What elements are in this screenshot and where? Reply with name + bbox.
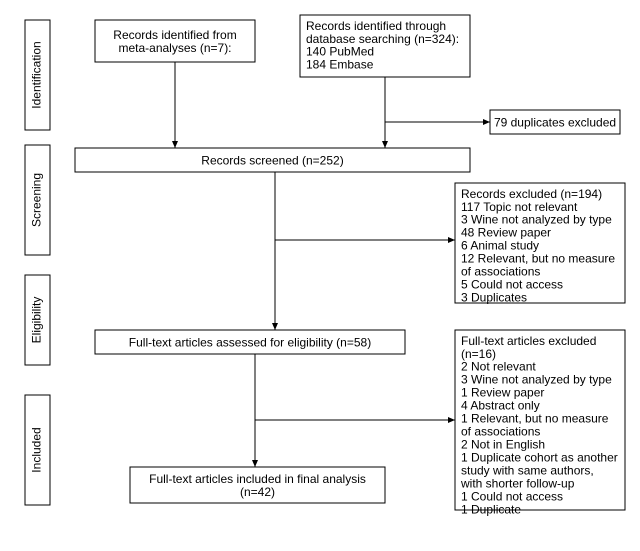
text-excl1-4: 6 Animal study <box>461 239 539 253</box>
text-excl1-0: Records excluded (n=194) <box>461 187 602 201</box>
text-meta-1: meta-analyses (n=7): <box>118 41 231 55</box>
text-dup-0: 79 duplicates excluded <box>494 115 616 129</box>
text-fulltext-0: Full-text articles assessed for eligibil… <box>129 335 371 349</box>
text-db-2: 140 PubMed <box>306 45 374 59</box>
text-excl1-1: 117 Topic not relevant <box>461 200 578 214</box>
text-db-1: database searching (n=324): <box>306 32 459 46</box>
stage-label-identification: Identification <box>30 41 44 108</box>
text-final-0: Full-text articles included in final ana… <box>149 472 366 486</box>
text-excl2-9: 1 Duplicate cohort as another <box>461 450 618 464</box>
stage-label-included: Included <box>30 427 44 472</box>
text-excl2-0: Full-text articles excluded <box>461 334 596 348</box>
text-excl1-3: 48 Review paper <box>461 226 551 240</box>
text-meta-0: Records identified from <box>113 28 236 42</box>
text-excl2-8: 2 Not in English <box>461 437 545 451</box>
text-excl2-13: 1 Duplicate <box>461 502 521 516</box>
text-excl2-11: with shorter follow-up <box>460 476 575 490</box>
stage-label-screening: Screening <box>30 173 44 227</box>
text-excl2-1: (n=16) <box>461 347 496 361</box>
text-excl1-2: 3 Wine not analyzed by type <box>461 213 612 227</box>
text-final-1: (n=42) <box>240 485 275 499</box>
text-excl2-4: 1 Review paper <box>461 386 544 400</box>
text-excl1-7: 5 Could not access <box>461 278 563 292</box>
text-excl2-3: 3 Wine not analyzed by type <box>461 373 612 387</box>
text-excl1-5: 12 Relevant, but no measure <box>461 252 615 266</box>
text-excl1-6: of associations <box>461 265 540 279</box>
text-excl2-7: of associations <box>461 425 540 439</box>
stage-label-eligibility: Eligibility <box>30 297 44 344</box>
text-excl1-8: 3 Duplicates <box>461 290 527 304</box>
text-db-3: 184 Embase <box>306 58 374 72</box>
text-excl2-12: 1 Could not access <box>461 489 563 503</box>
text-screened-0: Records screened (n=252) <box>201 153 343 167</box>
text-db-0: Records identified through <box>306 19 446 33</box>
text-excl2-10: study with same authors, <box>461 463 594 477</box>
text-excl2-6: 1 Relevant, but no measure <box>461 412 609 426</box>
text-excl2-2: 2 Not relevant <box>461 360 536 374</box>
text-excl2-5: 4 Abstract only <box>461 399 540 413</box>
